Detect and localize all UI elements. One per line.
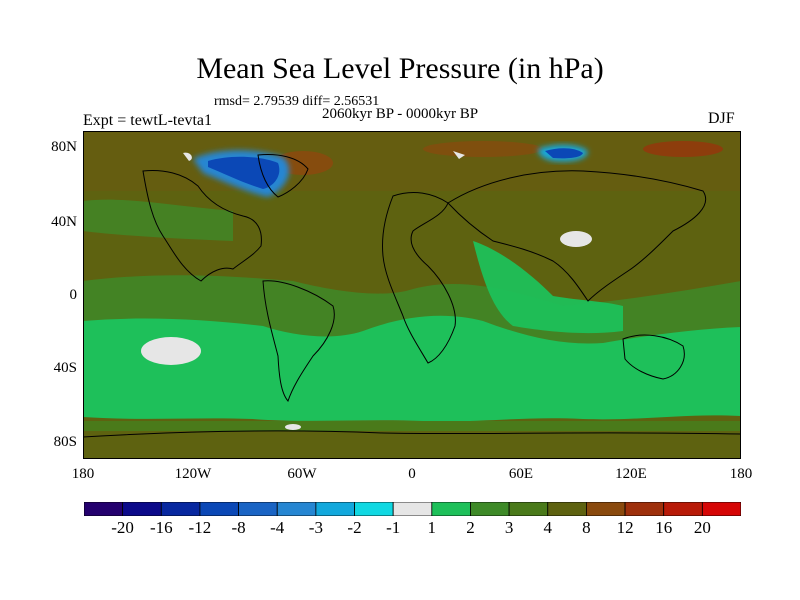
colorbar-box (547, 502, 587, 516)
colorbar-label: -8 (231, 518, 246, 537)
lon-label-180e: 180 (729, 466, 753, 482)
pressure-map (83, 131, 741, 459)
lat-label-eq: 0 (69, 287, 78, 303)
colorbar-box (624, 502, 665, 516)
period-subtitle: 2060kyr BP - 0000kyr BP (322, 106, 479, 122)
page-title: Mean Sea Level Pressure (in hPa) (196, 52, 604, 85)
colorbar-box (122, 502, 162, 516)
colorbar-label: -16 (149, 518, 173, 537)
southern-ocean-green (83, 315, 741, 422)
lat-label-40s: 40S (53, 360, 77, 376)
colorbar-label: 12 (616, 518, 634, 537)
colorbar-label: -2 (347, 518, 362, 537)
colorbar (84, 502, 741, 516)
lon-label-0: 0 (408, 466, 416, 482)
colorbar-label: 2 (466, 518, 475, 537)
colorbar-box (276, 502, 317, 516)
colorbar-box (701, 502, 741, 516)
experiment-label: Expt = tewtL-tevta1 (83, 112, 212, 129)
lon-label-60e: 60E (508, 466, 534, 482)
colorbar-label: -12 (188, 518, 212, 537)
colorbar-label: -1 (386, 518, 401, 537)
season-label: DJF (708, 110, 735, 127)
colorbar-label: 8 (582, 518, 591, 537)
colorbar-box (160, 502, 201, 516)
south-pacific-patch (141, 337, 201, 365)
colorbar-box (431, 502, 471, 516)
coastlines (83, 154, 741, 438)
lat-label-80n: 80N (51, 139, 77, 155)
colorbar-label: -20 (111, 518, 134, 537)
colorbar-label: 1 (427, 518, 437, 537)
colorbar-box (199, 502, 239, 516)
colorbar-box (508, 502, 549, 516)
colorbar-box (84, 502, 124, 516)
tibet-patch (560, 231, 592, 247)
colorbar-box (354, 502, 394, 516)
colorbar-label: 16 (655, 518, 673, 537)
colorbar-box (392, 502, 433, 516)
colorbar-box (663, 502, 703, 516)
lat-label-80s: 80S (53, 434, 77, 450)
colorbar-label: 4 (543, 518, 553, 537)
lat-label-40n: 40N (51, 214, 77, 230)
colorbar-label: -4 (270, 518, 285, 537)
lon-label-120w: 120W (174, 466, 212, 482)
colorbar-label: 20 (693, 518, 711, 537)
colorbar-box (315, 502, 355, 516)
colorbar-box (586, 502, 626, 516)
colorbar-box (238, 502, 278, 516)
lon-label-120e: 120E (615, 466, 647, 482)
colorbar-box (470, 502, 510, 516)
lon-label-60w: 60W (287, 466, 317, 482)
colorbar-label: 3 (504, 518, 514, 537)
lon-label-180w: 180 (71, 466, 95, 482)
colorbar-label: -3 (308, 518, 323, 537)
statistics-text: rmsd= 2.79539 diff= 2.56531 (214, 94, 380, 109)
